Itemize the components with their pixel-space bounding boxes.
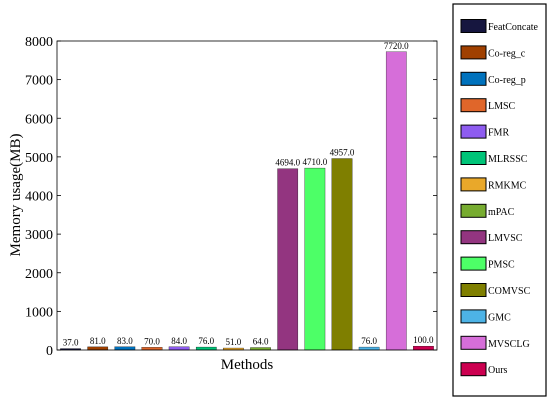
bar-value-label: 84.0 <box>171 336 187 346</box>
y-tick-label: 6000 <box>25 112 53 127</box>
bars-layer <box>60 51 434 351</box>
legend-label: Co-reg_c <box>488 48 526 59</box>
bar-value-label: 4694.0 <box>275 158 300 168</box>
bar-value-label: 100.0 <box>413 335 434 345</box>
value-labels-layer: 37.0 81.0 83.0 70.0 84.0 76.0 51.0 64.0 4694.0 47… <box>63 41 434 348</box>
legend-label: COMVSC <box>488 286 531 297</box>
legend-label: RMKMC <box>488 180 527 191</box>
legend-label: LMVSC <box>488 233 523 244</box>
bar-mvsclg <box>385 51 407 351</box>
y-axis-label: Memory usage(MB) <box>8 134 24 257</box>
legend-label: mPAC <box>488 207 515 218</box>
legend-label: FeatConcate <box>488 22 539 33</box>
legend-label: FMR <box>488 128 509 139</box>
legend-swatch <box>460 309 487 324</box>
bar-value-label: 76.0 <box>198 336 214 346</box>
legend-swatch <box>460 335 487 350</box>
y-tick-label: 7000 <box>25 74 53 89</box>
bar-ours <box>413 345 434 351</box>
legend-swatch <box>460 45 487 60</box>
legend-label: Ours <box>488 365 508 376</box>
x-axis-label: Methods <box>221 357 274 373</box>
legend-swatch <box>460 362 487 377</box>
bar-value-label: 83.0 <box>117 336 133 346</box>
legend-swatch <box>460 19 487 33</box>
bar-mlrssc <box>195 346 217 351</box>
bar-lmsc <box>141 347 163 351</box>
y-tick-label: 8000 <box>25 35 53 50</box>
y-tick-label: 2000 <box>25 267 53 282</box>
bar-value-label: 76.0 <box>361 336 377 346</box>
legend-swatch <box>460 124 487 139</box>
y-tick-label: 1000 <box>25 305 53 320</box>
legend-swatch <box>460 283 487 297</box>
legend-frame <box>452 3 547 397</box>
plot-area-frame <box>56 40 438 351</box>
bar-value-label: 81.0 <box>90 336 106 346</box>
legend-swatch <box>460 71 487 86</box>
legend-swatch <box>460 151 487 165</box>
y-tick-label: 0 <box>46 344 53 359</box>
bar-gmc <box>358 346 380 351</box>
bar-value-label: 4710.0 <box>302 157 327 167</box>
bar-pmsc <box>304 167 326 351</box>
bar-lmvsc <box>277 168 299 351</box>
legend-swatch <box>460 230 487 245</box>
legend: FeatConcate Co-reg_c Co-reg_p LMSC FMR MLRSSC… <box>460 19 539 377</box>
bar-value-label: 51.0 <box>226 337 242 347</box>
bar-co-reg-p <box>114 346 136 351</box>
legend-label: MLRSSC <box>488 154 528 165</box>
legend-label: Co-reg_p <box>488 75 526 86</box>
bar-value-label: 37.0 <box>63 338 79 348</box>
y-axis-ticks: 0 1000 2000 3000 4000 5000 6000 7000 8000 <box>25 35 437 359</box>
bar-comvsc <box>331 158 353 351</box>
legend-swatch <box>460 177 487 192</box>
bar-fmr <box>168 346 190 351</box>
legend-swatch <box>460 98 487 113</box>
y-tick-label: 3000 <box>25 228 53 243</box>
legend-label: LMSC <box>488 101 516 112</box>
legend-label: PMSC <box>488 260 515 271</box>
y-tick-label: 4000 <box>25 190 53 205</box>
bar-co-reg-c <box>87 346 109 351</box>
bar-value-label: 64.0 <box>253 337 269 347</box>
y-tick-label: 5000 <box>25 151 53 166</box>
legend-label: MVSCLG <box>488 339 530 350</box>
bar-value-label: 7720.0 <box>384 41 409 51</box>
bar-value-label: 4957.0 <box>330 148 355 158</box>
legend-label: GMC <box>488 312 511 323</box>
legend-swatch <box>460 203 487 218</box>
legend-swatch <box>460 256 487 271</box>
bar-value-label: 70.0 <box>144 336 160 346</box>
